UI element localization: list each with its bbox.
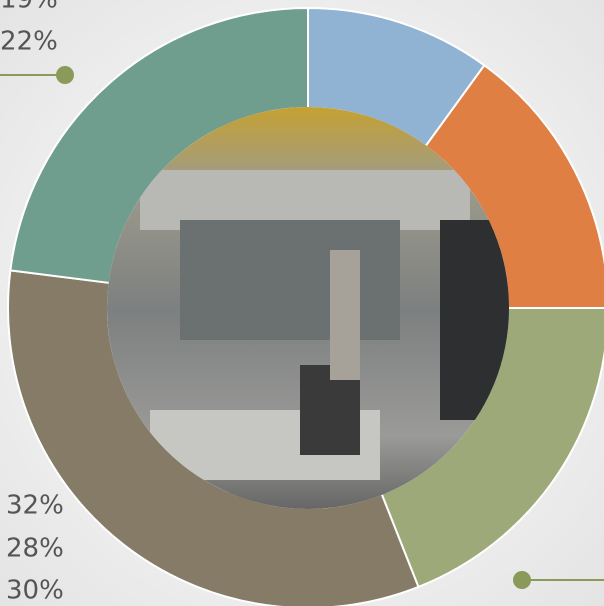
annotation: 30% (6, 576, 64, 606)
annotation: 19% (0, 0, 58, 15)
annotation: 22% (0, 27, 58, 57)
leader-dot (513, 571, 531, 589)
leader-dot (56, 66, 74, 84)
annotation: 28% (6, 534, 64, 564)
annotation: 32% (6, 491, 64, 521)
center-photo (107, 107, 509, 509)
